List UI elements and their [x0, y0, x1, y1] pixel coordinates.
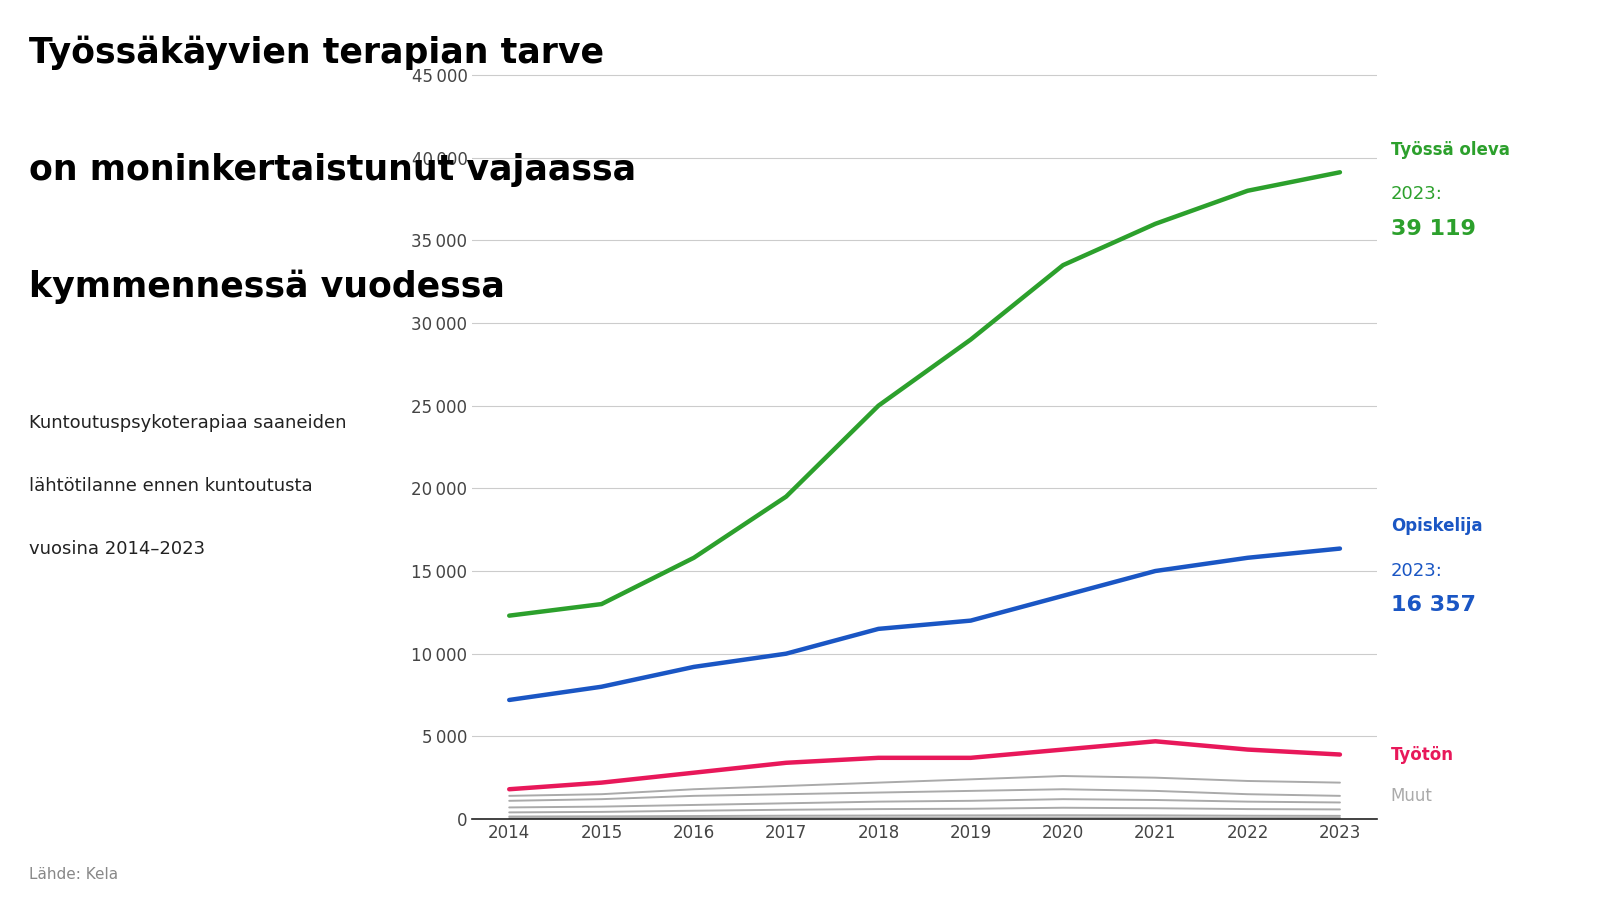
Text: vuosina 2014–2023: vuosina 2014–2023 [29, 540, 205, 558]
Text: 2023:: 2023: [1391, 185, 1443, 203]
Text: lähtötilanne ennen kuntoutusta: lähtötilanne ennen kuntoutusta [29, 477, 312, 495]
Text: Työtön: Työtön [1391, 745, 1454, 763]
Text: kymmennessä vuodessa: kymmennessä vuodessa [29, 270, 504, 304]
Text: on moninkertaistunut vajaassa: on moninkertaistunut vajaassa [29, 153, 636, 187]
Text: Työssä oleva: Työssä oleva [1391, 141, 1510, 159]
Text: Työssäkäyvien terapian tarve: Työssäkäyvien terapian tarve [29, 36, 604, 70]
Text: 2023:: 2023: [1391, 562, 1443, 580]
Text: Muut: Muut [1391, 787, 1433, 805]
Text: Kuntoutuspsykoterapiaa saaneiden: Kuntoutuspsykoterapiaa saaneiden [29, 414, 346, 432]
Text: Opiskelija: Opiskelija [1391, 518, 1483, 536]
Text: 39 119: 39 119 [1391, 219, 1476, 238]
Text: 16 357: 16 357 [1391, 595, 1476, 615]
Text: Lähde: Kela: Lähde: Kela [29, 867, 118, 882]
